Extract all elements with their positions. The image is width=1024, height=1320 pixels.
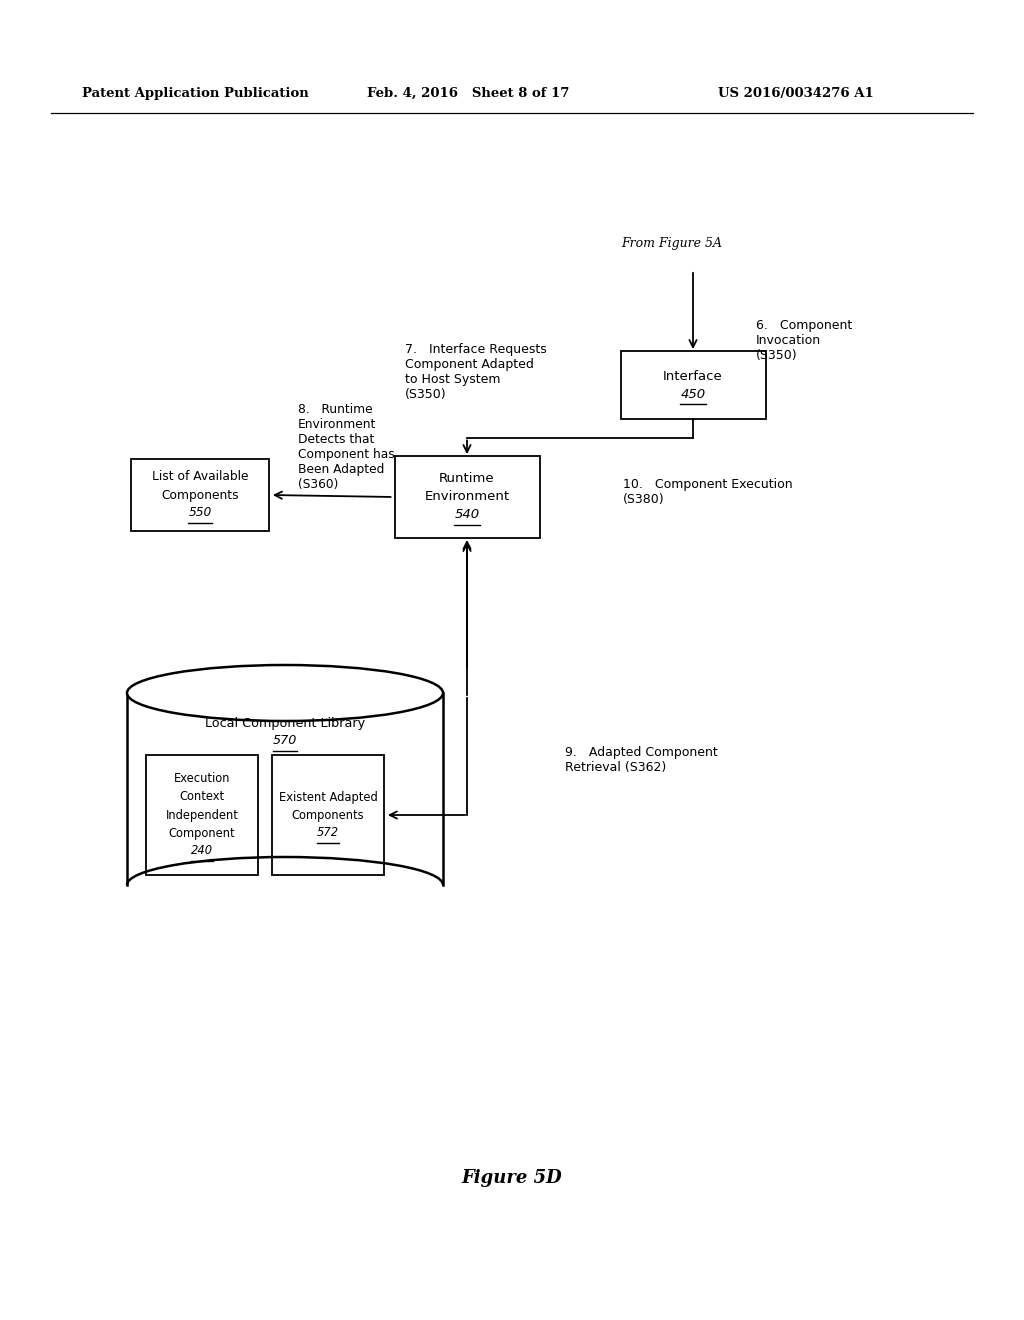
Text: Context: Context (179, 791, 224, 804)
Text: From Figure 5A: From Figure 5A (622, 236, 723, 249)
Text: 450: 450 (680, 388, 706, 400)
Text: 240: 240 (190, 845, 213, 858)
Text: Existent Adapted: Existent Adapted (279, 791, 378, 804)
Text: Figure 5D: Figure 5D (462, 1170, 562, 1187)
Bar (127, 693, 443, 884)
Text: Execution: Execution (174, 772, 230, 785)
Text: 7.   Interface Requests
Component Adapted
to Host System
(S350): 7. Interface Requests Component Adapted … (406, 343, 547, 401)
Text: Interface: Interface (664, 370, 723, 383)
Text: 6.   Component
Invocation
(S350): 6. Component Invocation (S350) (756, 318, 852, 362)
Bar (394, 455, 540, 539)
Text: Components: Components (292, 808, 365, 821)
Text: Environment: Environment (424, 491, 510, 503)
Text: Local Component Library: Local Component Library (205, 717, 366, 730)
Text: Components: Components (161, 488, 239, 502)
Text: Feb. 4, 2016   Sheet 8 of 17: Feb. 4, 2016 Sheet 8 of 17 (367, 87, 569, 99)
Ellipse shape (127, 665, 443, 721)
Text: 8.   Runtime
Environment
Detects that
Component has
Been Adapted
(S360): 8. Runtime Environment Detects that Comp… (298, 403, 394, 491)
Text: 540: 540 (455, 508, 479, 521)
Bar (131, 459, 269, 531)
Text: US 2016/0034276 A1: US 2016/0034276 A1 (718, 87, 873, 99)
Text: 570: 570 (272, 734, 297, 747)
Text: Patent Application Publication: Patent Application Publication (82, 87, 309, 99)
Text: List of Available: List of Available (152, 470, 248, 483)
Bar (146, 755, 258, 875)
Text: Runtime: Runtime (439, 473, 495, 486)
Text: Independent: Independent (166, 808, 239, 821)
Text: 550: 550 (188, 507, 212, 520)
Bar (272, 755, 384, 875)
Text: Component: Component (169, 826, 236, 840)
Bar (621, 351, 766, 418)
Text: 572: 572 (317, 826, 339, 840)
Text: 10.   Component Execution
(S380): 10. Component Execution (S380) (623, 478, 793, 506)
Text: 9.   Adapted Component
Retrieval (S362): 9. Adapted Component Retrieval (S362) (565, 746, 718, 774)
